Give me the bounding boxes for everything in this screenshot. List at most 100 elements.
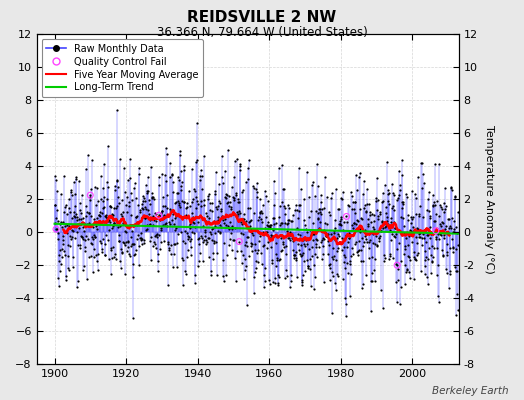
Point <box>224 193 233 199</box>
Point <box>310 231 318 238</box>
Point <box>65 267 73 274</box>
Point <box>129 273 137 280</box>
Point <box>348 192 357 199</box>
Point <box>277 220 285 226</box>
Point <box>230 174 238 180</box>
Point <box>377 219 386 225</box>
Point <box>427 252 435 258</box>
Point <box>131 180 139 186</box>
Point <box>390 233 398 239</box>
Point <box>283 273 291 279</box>
Point <box>264 219 272 225</box>
Point <box>252 265 260 272</box>
Point <box>93 258 101 264</box>
Point <box>310 274 319 280</box>
Point <box>167 242 175 248</box>
Point <box>202 236 210 243</box>
Point <box>158 208 166 214</box>
Point <box>328 254 336 260</box>
Point <box>366 308 375 314</box>
Point <box>306 255 314 262</box>
Point <box>442 269 451 276</box>
Point <box>310 286 319 292</box>
Point <box>247 243 256 250</box>
Point <box>181 205 190 212</box>
Point <box>286 232 294 238</box>
Point <box>322 194 331 200</box>
Point <box>419 214 428 220</box>
Point <box>64 252 72 259</box>
Point <box>163 241 172 248</box>
Point <box>233 209 241 215</box>
Point <box>440 209 449 215</box>
Point <box>394 265 402 272</box>
Point <box>345 234 353 241</box>
Point <box>95 212 103 218</box>
Point <box>122 202 130 208</box>
Point <box>291 252 299 258</box>
Point <box>162 205 171 211</box>
Point <box>186 221 194 228</box>
Point <box>406 227 414 234</box>
Point <box>450 226 458 232</box>
Point <box>321 174 330 180</box>
Point <box>110 205 118 211</box>
Point <box>359 281 368 288</box>
Point <box>162 220 170 226</box>
Point <box>61 277 70 284</box>
Point <box>173 240 181 246</box>
Point <box>384 198 392 204</box>
Point <box>300 241 309 248</box>
Point <box>61 222 70 229</box>
Point <box>366 237 374 243</box>
Point <box>72 284 81 290</box>
Point <box>277 235 286 241</box>
Point <box>417 160 425 166</box>
Point <box>106 219 114 226</box>
Point <box>52 226 60 232</box>
Point <box>375 238 383 244</box>
Point <box>280 244 288 250</box>
Point <box>392 261 400 268</box>
Point <box>382 221 390 227</box>
Point <box>440 200 449 206</box>
Point <box>275 274 283 280</box>
Point <box>78 192 86 198</box>
Point <box>157 210 166 217</box>
Point <box>184 222 193 229</box>
Point <box>434 231 442 238</box>
Point <box>383 159 391 165</box>
Point <box>181 228 190 234</box>
Point <box>93 225 101 232</box>
Point <box>339 227 347 233</box>
Point <box>365 239 373 245</box>
Point <box>336 220 344 227</box>
Point <box>158 171 166 177</box>
Point <box>221 215 230 222</box>
Point <box>68 192 77 198</box>
Point <box>352 239 361 245</box>
Point <box>316 192 325 198</box>
Point <box>390 192 399 198</box>
Point <box>147 195 156 202</box>
Point <box>92 252 100 258</box>
Point <box>192 198 201 204</box>
Point <box>430 245 438 251</box>
Point <box>340 219 348 225</box>
Point <box>379 190 387 196</box>
Point <box>396 228 404 234</box>
Point <box>438 246 446 253</box>
Point <box>149 213 157 219</box>
Point <box>110 254 118 260</box>
Point <box>294 247 303 253</box>
Point <box>350 220 358 226</box>
Point <box>236 219 245 226</box>
Point <box>374 213 382 219</box>
Point <box>346 261 355 267</box>
Point <box>221 193 229 200</box>
Point <box>292 254 300 261</box>
Point <box>435 202 444 208</box>
Point <box>395 240 403 246</box>
Point <box>71 235 79 241</box>
Point <box>137 241 146 247</box>
